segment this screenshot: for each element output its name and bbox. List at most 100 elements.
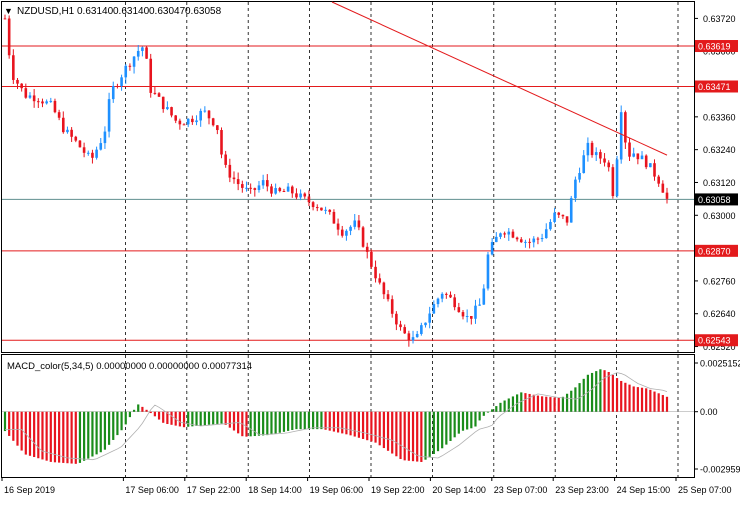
macd-bar bbox=[532, 394, 535, 412]
candle-bull bbox=[482, 288, 486, 305]
candle-bear bbox=[303, 193, 307, 197]
macd-bar bbox=[607, 371, 610, 412]
candle-bear bbox=[161, 96, 165, 110]
candle-bear bbox=[182, 124, 186, 126]
candle-bull bbox=[199, 110, 202, 121]
macd-bar bbox=[524, 393, 527, 412]
candle-bear bbox=[249, 187, 252, 189]
macd-bar bbox=[374, 411, 377, 443]
candle-bull bbox=[132, 56, 136, 67]
candle-bear bbox=[174, 115, 178, 121]
macd-bar bbox=[453, 411, 456, 438]
macd-bar bbox=[345, 411, 348, 435]
candle-bull bbox=[111, 86, 115, 100]
collapse-arrow-icon[interactable]: ▼ bbox=[4, 6, 13, 16]
candle-bear bbox=[12, 55, 15, 80]
candle-bull bbox=[415, 333, 419, 338]
candle-bear bbox=[565, 216, 569, 223]
candle-bull bbox=[186, 118, 190, 125]
grid-layer bbox=[125, 2, 679, 477]
time-tick-label: 19 Sep 06:00 bbox=[310, 485, 364, 495]
macd-axis: 0.0025152 0.00 -0.002959 bbox=[694, 359, 740, 475]
candle-bear bbox=[128, 65, 132, 67]
main-panel-frame[interactable] bbox=[1, 1, 695, 353]
candle-bear bbox=[290, 186, 294, 194]
macd-bar bbox=[45, 411, 48, 461]
candle-bull bbox=[474, 305, 477, 319]
candle-bull bbox=[465, 316, 469, 318]
candle-bear bbox=[311, 202, 315, 208]
price-label-text: 0.62543 bbox=[698, 336, 731, 346]
time-tick-label: 16 Sep 2019 bbox=[4, 485, 55, 495]
candle-bear bbox=[307, 196, 311, 203]
candle-bull bbox=[494, 236, 498, 243]
macd-bar bbox=[645, 388, 648, 412]
macd-bar bbox=[249, 411, 252, 437]
ohlc-low: 0.63047 bbox=[149, 6, 186, 17]
candle-bear bbox=[61, 117, 65, 133]
macd-bar bbox=[128, 411, 132, 418]
macd-bar bbox=[299, 411, 302, 430]
macd-tick-label: 0.00 bbox=[700, 407, 718, 417]
candle-bear bbox=[328, 209, 332, 212]
candle-bear bbox=[382, 282, 386, 295]
macd-bar bbox=[370, 411, 373, 442]
macd-bar bbox=[399, 411, 402, 460]
candle-bull bbox=[440, 293, 444, 299]
macd-bar bbox=[24, 411, 27, 455]
price-label-text: 0.63471 bbox=[698, 82, 731, 92]
macd-tick-label: -0.002959 bbox=[700, 465, 740, 475]
macd-bar bbox=[665, 396, 669, 412]
candle-bear bbox=[278, 188, 282, 192]
candle-bear bbox=[116, 86, 119, 88]
macd-bar bbox=[74, 411, 77, 464]
candle-bear bbox=[365, 246, 369, 252]
macd-bar bbox=[424, 411, 427, 460]
macd-bar bbox=[287, 411, 290, 431]
macd-bar bbox=[145, 409, 148, 412]
candle-bull bbox=[532, 238, 536, 243]
macd-bar bbox=[257, 411, 261, 436]
candle-bear bbox=[528, 241, 531, 243]
macd-bar bbox=[112, 411, 115, 440]
candle-bear bbox=[211, 118, 215, 126]
macd-bar bbox=[8, 411, 11, 436]
candle-bear bbox=[557, 212, 561, 215]
candle-bull bbox=[553, 212, 556, 222]
candle-bull bbox=[569, 198, 573, 223]
candle-bull bbox=[490, 242, 494, 255]
candle-bull bbox=[66, 129, 69, 133]
candle-bear bbox=[282, 191, 286, 193]
macd-bar bbox=[599, 369, 602, 412]
macd-bar bbox=[511, 396, 515, 412]
candle-bear bbox=[378, 278, 382, 283]
price-tick-label: 0.63120 bbox=[703, 178, 736, 188]
macd-bar bbox=[341, 411, 344, 434]
candle-bear bbox=[149, 58, 153, 93]
macd-bar bbox=[253, 411, 256, 437]
candle-bear bbox=[386, 294, 390, 300]
price-label-text: 0.63058 bbox=[698, 195, 731, 205]
trend-line[interactable] bbox=[331, 1, 668, 156]
macd-bar bbox=[595, 371, 598, 412]
price-tick-label: 0.63000 bbox=[703, 211, 736, 221]
macd-panel-frame[interactable] bbox=[1, 354, 695, 478]
macd-bar bbox=[353, 411, 356, 437]
macd-bar bbox=[178, 411, 181, 427]
symbol-label: NZDUSD,H1 bbox=[17, 6, 75, 17]
macd-bar bbox=[87, 411, 90, 459]
candle-bull bbox=[540, 238, 544, 240]
macd-bar bbox=[336, 411, 340, 433]
macd-bar bbox=[565, 393, 569, 412]
price-label-box bbox=[695, 244, 738, 257]
macd-bar bbox=[266, 411, 269, 436]
macd-bar bbox=[536, 395, 540, 412]
candle-bear bbox=[624, 112, 627, 143]
candle-bear bbox=[661, 183, 665, 193]
candle-bear bbox=[157, 93, 161, 97]
macd-bar bbox=[320, 411, 323, 430]
candle-bull bbox=[428, 313, 431, 323]
candle-bear bbox=[270, 186, 273, 194]
